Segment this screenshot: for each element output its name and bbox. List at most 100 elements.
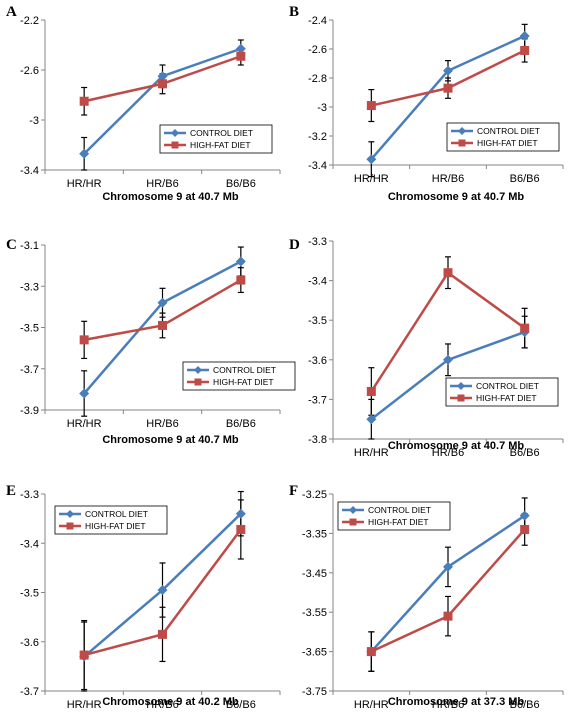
x-tick-label: B6/B6 bbox=[510, 447, 540, 459]
data-point-control bbox=[157, 297, 168, 308]
data-point-control bbox=[443, 561, 453, 572]
x-tick-label: HR/HR bbox=[354, 447, 389, 459]
panel-letter: D bbox=[289, 237, 300, 253]
y-tick-label: -3.25 bbox=[302, 489, 327, 501]
data-point-highfat bbox=[79, 335, 89, 345]
legend-label: HIGH-FAT DIET bbox=[85, 521, 146, 531]
legend-box bbox=[446, 122, 560, 152]
data-point-control bbox=[443, 65, 453, 76]
x-axis-title: Chromosome 9 at 40.2 Mb bbox=[102, 696, 239, 708]
y-tick-label: -3.9 bbox=[20, 405, 39, 417]
x-axis-title: Chromosome 9 at 40.7 Mb bbox=[102, 191, 239, 203]
legend-marker-diamond bbox=[349, 506, 357, 514]
legend: CONTROL DIET HIGH-FAT DIET bbox=[445, 377, 559, 407]
legend: CONTROL DIET HIGH-FAT DIET bbox=[159, 124, 273, 154]
legend-box bbox=[159, 124, 273, 154]
y-tick-label: -3.3 bbox=[308, 236, 327, 248]
x-tick-label: B6/B6 bbox=[510, 173, 540, 185]
data-point-highfat bbox=[366, 386, 376, 396]
data-point-highfat bbox=[158, 320, 167, 330]
panel-letter: B bbox=[289, 4, 299, 20]
y-tick-label: -3.3 bbox=[20, 489, 39, 501]
y-tick-label: -2.6 bbox=[20, 65, 39, 77]
legend-marker-diamond bbox=[457, 382, 465, 390]
data-point-control bbox=[519, 510, 530, 521]
y-tick-label: -3.5 bbox=[308, 315, 327, 327]
y-tick-label: -3.6 bbox=[308, 355, 327, 367]
data-point-highfat bbox=[236, 524, 246, 534]
legend-marker-square bbox=[66, 522, 74, 530]
x-tick-label: B6/B6 bbox=[226, 699, 256, 711]
x-tick-label: HR/B6 bbox=[432, 447, 464, 459]
legend-marker-square bbox=[458, 139, 466, 147]
y-tick-label: -3.45 bbox=[302, 568, 327, 580]
data-point-highfat bbox=[520, 524, 530, 534]
x-axis-title: Chromosome 9 at 40.7 Mb bbox=[102, 434, 239, 446]
x-tick-label: B6/B6 bbox=[510, 699, 540, 711]
data-point-highfat bbox=[158, 79, 167, 89]
panel-letter: A bbox=[6, 4, 17, 20]
x-tick-label: HR/B6 bbox=[432, 173, 464, 185]
legend-label: CONTROL DIET bbox=[368, 505, 431, 515]
data-point-highfat bbox=[158, 629, 167, 639]
chart-panel-f: F -3.75 -3.65 -3.55 -3.45 -3.35 -3.25 HR/HR HR/B… bbox=[289, 483, 564, 711]
x-tick-label: HR/HR bbox=[354, 699, 389, 711]
data-point-control bbox=[235, 508, 246, 519]
legend-marker-square bbox=[194, 378, 202, 386]
data-point-control bbox=[443, 354, 453, 365]
y-tick-label: -3 bbox=[317, 102, 327, 114]
legend-label: HIGH-FAT DIET bbox=[477, 138, 538, 148]
x-axis-title: Chromosome 9 at 37.3 Mb bbox=[388, 696, 525, 708]
legend-label: CONTROL DIET bbox=[477, 126, 540, 136]
legend-label: CONTROL DIET bbox=[476, 381, 539, 391]
data-point-highfat bbox=[79, 96, 89, 106]
panel-letter: E bbox=[6, 483, 16, 499]
y-tick-label: -3.3 bbox=[20, 281, 39, 293]
legend-box bbox=[182, 361, 296, 391]
y-tick-label: -3.1 bbox=[20, 240, 39, 252]
legend-label: CONTROL DIET bbox=[85, 509, 148, 519]
legend: CONTROL DIET HIGH-FAT DIET bbox=[182, 361, 296, 391]
data-point-highfat bbox=[79, 650, 89, 660]
legend-box bbox=[54, 505, 168, 535]
y-tick-label: -3.4 bbox=[20, 165, 39, 177]
chart-panel-a: A -3.4 -3 -2.6 -2.2 HR/HR HR/B6 B6/B6Chromosome… bbox=[6, 4, 281, 203]
legend-label: HIGH-FAT DIET bbox=[476, 393, 537, 403]
data-point-control bbox=[157, 71, 168, 82]
x-tick-label: HR/HR bbox=[67, 699, 102, 711]
data-point-highfat bbox=[520, 45, 530, 55]
y-tick-label: -3.55 bbox=[302, 607, 327, 619]
data-point-highfat bbox=[236, 51, 246, 61]
y-tick-label: -3.35 bbox=[302, 528, 327, 540]
legend: CONTROL DIET HIGH-FAT DIET bbox=[446, 122, 560, 152]
x-tick-label: HR/B6 bbox=[146, 418, 178, 430]
legend-marker-diamond bbox=[458, 127, 466, 135]
data-point-highfat bbox=[520, 323, 530, 333]
legend-label: HIGH-FAT DIET bbox=[213, 377, 274, 387]
y-tick-label: -3.65 bbox=[302, 647, 327, 659]
x-tick-label: HR/HR bbox=[67, 178, 102, 190]
x-tick-label: HR/B6 bbox=[432, 699, 464, 711]
y-tick-label: -3.4 bbox=[308, 160, 327, 172]
data-point-highfat bbox=[443, 611, 453, 621]
data-point-highfat bbox=[366, 101, 376, 111]
data-point-control bbox=[366, 414, 377, 425]
y-tick-label: -2.6 bbox=[308, 44, 327, 56]
legend-label: HIGH-FAT DIET bbox=[190, 140, 251, 150]
x-tick-label: HR/HR bbox=[67, 418, 102, 430]
legend-marker-square bbox=[171, 141, 179, 149]
panel-letter: F bbox=[289, 483, 298, 499]
data-point-control bbox=[79, 388, 90, 399]
x-axis-title: Chromosome 9 at 40.7 Mb bbox=[388, 191, 525, 203]
x-axis-title: Chromosome 9 at 40.7 Mb bbox=[388, 440, 525, 452]
legend-marker-square bbox=[349, 518, 357, 526]
y-tick-label: -3.75 bbox=[302, 686, 327, 698]
y-tick-label: -2.4 bbox=[308, 15, 327, 27]
y-tick-label: -3.6 bbox=[20, 637, 39, 649]
y-tick-label: -3.8 bbox=[308, 434, 327, 446]
y-tick-label: -3.7 bbox=[20, 686, 39, 698]
y-tick-label: -2.8 bbox=[308, 73, 327, 85]
legend-marker-diamond bbox=[171, 129, 179, 137]
chart-panel-e: E -3.7 -3.6 -3.5 -3.4 -3.3 HR/HR HR/B6 B6/B6Chro… bbox=[6, 483, 281, 711]
legend-marker-diamond bbox=[194, 366, 202, 374]
